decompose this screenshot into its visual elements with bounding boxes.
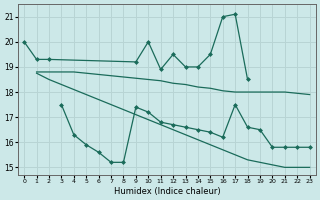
X-axis label: Humidex (Indice chaleur): Humidex (Indice chaleur)	[114, 187, 220, 196]
